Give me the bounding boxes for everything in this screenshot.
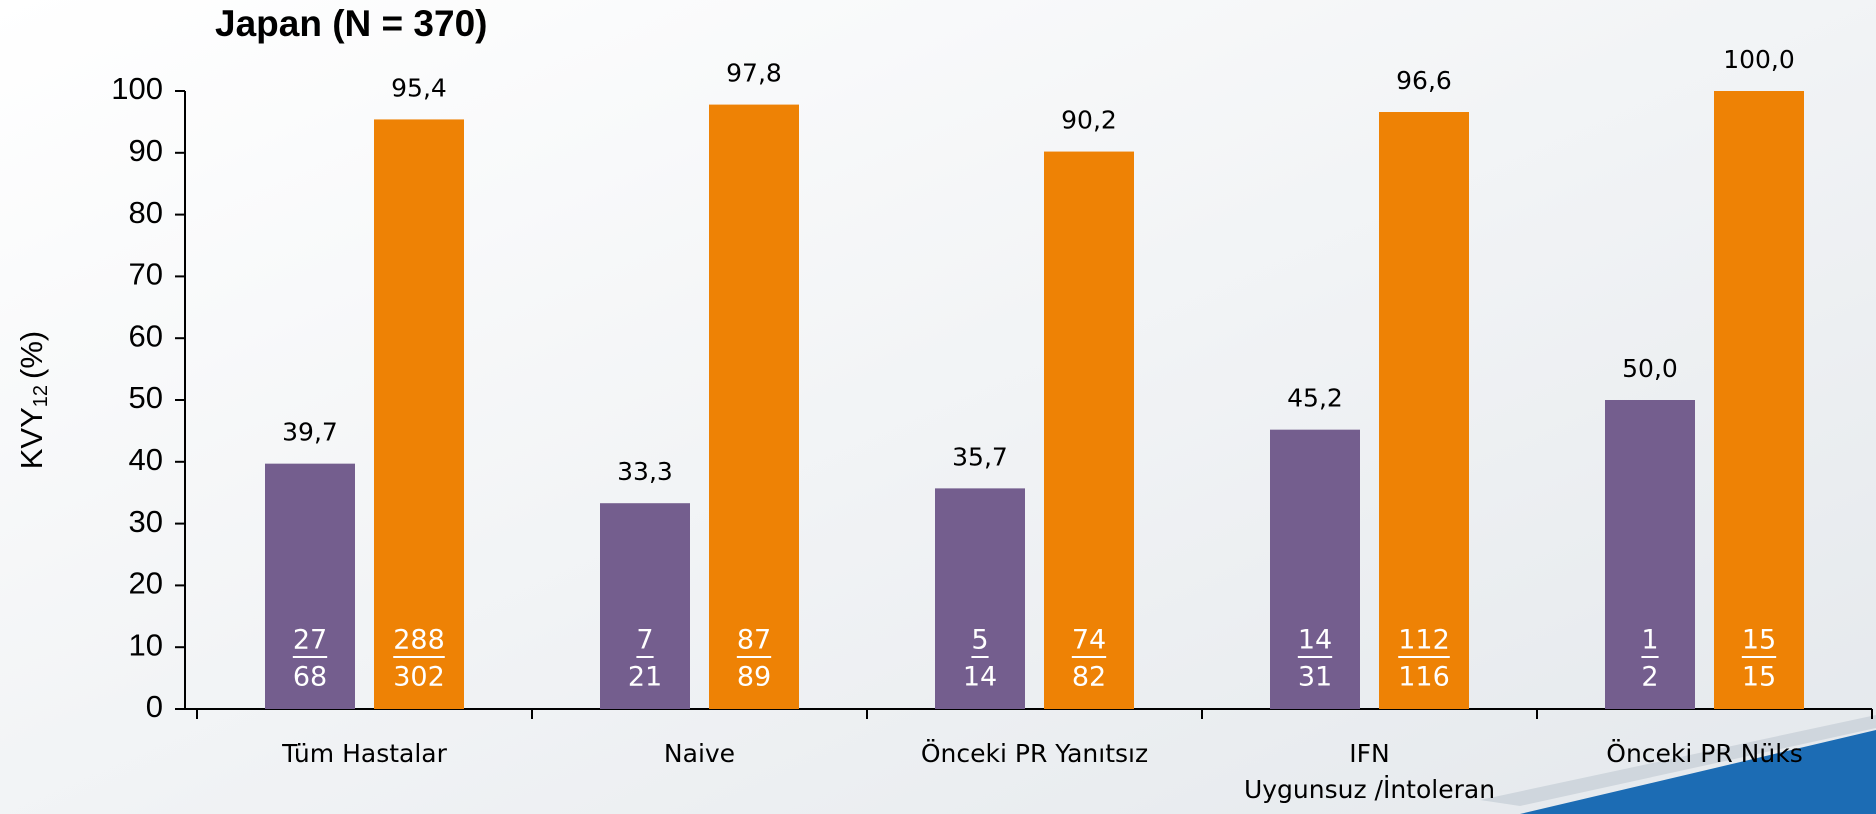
- y-label-unit: (%): [14, 331, 49, 379]
- bar: [935, 488, 1025, 709]
- fraction-denominator: 302: [393, 662, 445, 693]
- y-tick-label: 100: [111, 71, 163, 106]
- bar: [1379, 112, 1469, 709]
- fraction-numerator: 27: [293, 625, 327, 656]
- value-label: 45,2: [1287, 384, 1343, 413]
- decor-swoosh-light: [1480, 715, 1876, 806]
- decor-swoosh: [1520, 730, 1876, 814]
- y-tick-label: 30: [129, 504, 163, 539]
- value-label: 35,7: [952, 442, 1008, 471]
- fraction-denominator: 82: [1072, 662, 1106, 693]
- fraction-numerator: 74: [1072, 625, 1106, 656]
- value-label: 39,7: [282, 418, 338, 447]
- chart-title: Japan (N = 370): [215, 3, 487, 44]
- y-tick-label: 40: [129, 442, 163, 477]
- x-tick-label: IFN: [1349, 739, 1389, 768]
- y-axis-label: KVY12 (%): [14, 331, 52, 470]
- value-label: 96,6: [1396, 66, 1452, 95]
- value-label: 50,0: [1622, 354, 1678, 383]
- y-tick-label: 0: [146, 689, 163, 724]
- bar: [1714, 91, 1804, 709]
- value-label: 100,0: [1723, 45, 1795, 74]
- y-tick-label: 60: [129, 318, 163, 353]
- fraction-numerator: 112: [1398, 625, 1450, 656]
- bar: [600, 503, 690, 709]
- fraction-numerator: 14: [1298, 625, 1332, 656]
- fraction-numerator: 87: [737, 625, 771, 656]
- bar: [1044, 151, 1134, 710]
- fraction-denominator: 31: [1298, 662, 1332, 693]
- fraction-denominator: 2: [1641, 662, 1658, 693]
- fraction-denominator: 14: [963, 662, 997, 693]
- value-label: 97,8: [726, 59, 782, 88]
- y-tick-label: 90: [129, 133, 163, 168]
- fraction-denominator: 68: [293, 662, 327, 693]
- bar: [374, 119, 464, 710]
- x-tick-label: Tüm Hastalar: [281, 739, 448, 768]
- y-label-sub: 12: [30, 385, 52, 407]
- value-label: 95,4: [391, 73, 447, 102]
- y-tick-label: 50: [129, 380, 163, 415]
- x-tick-label: Önceki PR Yanıtsız: [921, 739, 1148, 768]
- fraction-numerator: 1: [1641, 625, 1658, 656]
- fraction-numerator: 5: [971, 625, 988, 656]
- x-tick-label: Uygunsuz /İntoleran: [1244, 775, 1495, 804]
- y-tick-label: 20: [129, 566, 163, 601]
- fraction-denominator: 15: [1742, 662, 1776, 693]
- fraction-numerator: 7: [636, 625, 653, 656]
- y-tick-label: 10: [129, 627, 163, 662]
- y-tick-label: 80: [129, 195, 163, 230]
- y-tick-label: 70: [129, 257, 163, 292]
- fraction-denominator: 21: [628, 662, 662, 693]
- bar: [265, 463, 355, 709]
- y-label-main: KVY: [14, 407, 49, 469]
- fraction-numerator: 288: [393, 625, 445, 656]
- bar: [1270, 429, 1360, 709]
- fraction-denominator: 116: [1398, 662, 1450, 693]
- value-label: 33,3: [617, 457, 673, 486]
- x-tick-label: Naive: [664, 739, 735, 768]
- fraction-numerator: 15: [1742, 625, 1776, 656]
- bar: [709, 104, 799, 709]
- value-label: 90,2: [1061, 106, 1117, 135]
- fraction-denominator: 89: [737, 662, 771, 693]
- x-tick-label: Önceki PR Nüks: [1606, 739, 1802, 768]
